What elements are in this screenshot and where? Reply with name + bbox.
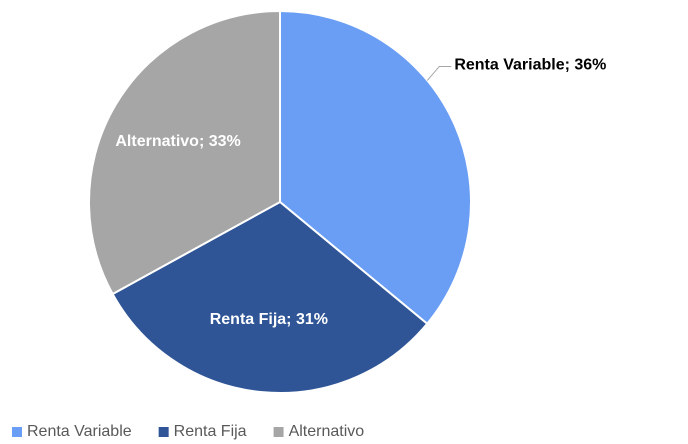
pie-slice	[111, 200, 429, 394]
legend-swatch	[158, 427, 169, 437]
data-label: Renta Fija; 31%	[210, 311, 328, 328]
pie-slice	[279, 9, 472, 326]
data-label: Alternativo; 33%	[115, 133, 240, 150]
legend-label: Alternativo	[289, 423, 365, 440]
legend-label: Renta Fija	[174, 423, 247, 440]
data-label: Renta Variable; 36%	[454, 57, 606, 74]
leader-line	[426, 65, 452, 81]
legend-swatch	[12, 427, 22, 437]
legend-swatch	[273, 427, 284, 437]
pie-slice	[88, 9, 281, 296]
legend-label: Renta Variable	[27, 423, 132, 440]
